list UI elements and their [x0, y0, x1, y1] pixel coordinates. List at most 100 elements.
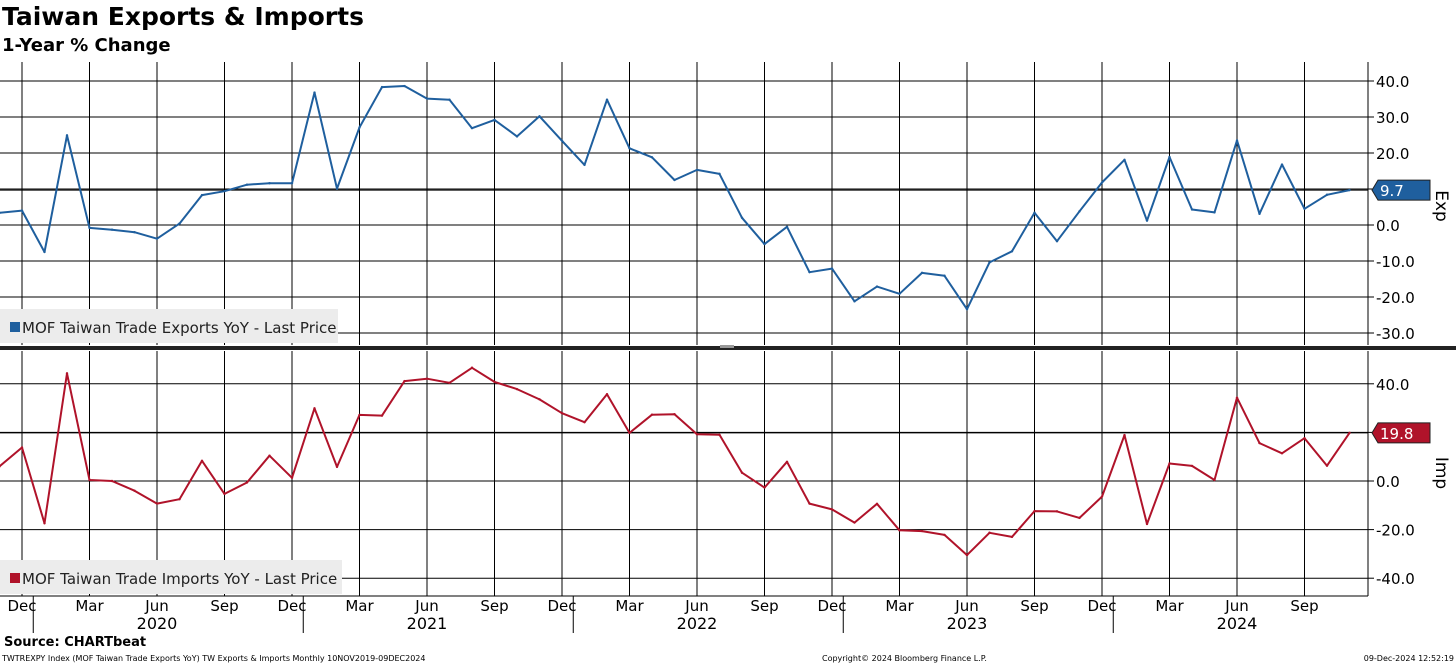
imports-data-point	[988, 531, 991, 534]
exports-data-point	[1348, 188, 1351, 192]
exports-data-point	[1055, 240, 1059, 243]
exports-last-value-label: 9.7	[1380, 182, 1404, 200]
exports-data-point	[1325, 193, 1329, 196]
exports-data-point	[178, 222, 181, 225]
exports-data-point	[673, 178, 676, 182]
exports-data-point	[1145, 219, 1149, 222]
imports-data-point	[1280, 452, 1284, 455]
exports-data-point	[110, 228, 114, 231]
imports-data-point	[1123, 433, 1126, 437]
imports-data-point	[1078, 516, 1081, 520]
panel-splitter-handle	[720, 345, 734, 348]
x-tick-label-month: Jun	[414, 597, 438, 615]
x-tick-label-month: Dec	[7, 597, 36, 615]
x-tick-label-month: Jun	[144, 597, 168, 615]
imports-data-point	[358, 413, 361, 417]
y-tick-label: -20.0	[1376, 522, 1415, 540]
exports-data-point	[875, 285, 879, 288]
x-tick-label-month: Mar	[1155, 597, 1184, 615]
imports-data-point	[808, 502, 811, 505]
exports-legend-swatch	[10, 322, 20, 332]
imports-axis-name: Imp	[1431, 457, 1451, 489]
exports-data-point	[380, 85, 384, 89]
exports-data-point	[1123, 158, 1126, 162]
exports-legend-box	[0, 309, 338, 343]
imports-legend-text: MOF Taiwan Trade Imports YoY - Last Pric…	[22, 570, 337, 588]
imports-data-point	[1213, 478, 1216, 482]
imports-data-point	[1010, 535, 1014, 539]
x-tick-label-month: Dec	[817, 597, 846, 615]
exports-data-point	[1235, 139, 1239, 142]
imports-data-point	[20, 446, 24, 449]
exports-data-point	[965, 308, 969, 311]
y-tick-label: 30.0	[1376, 109, 1409, 127]
exports-data-point	[1100, 181, 1104, 184]
footer-index-info: TWTREXPY Index (MOF Taiwan Trade Exports…	[2, 654, 426, 663]
imports-data-point	[425, 377, 429, 380]
y-tick-label: -20.0	[1376, 289, 1415, 307]
x-tick-label-month: Mar	[345, 597, 374, 615]
imports-data-point	[200, 459, 204, 463]
imports-data-point	[403, 379, 406, 383]
exports-data-point	[313, 91, 316, 94]
imports-data-point	[560, 412, 564, 415]
exports-data-point	[763, 242, 766, 246]
imports-data-point	[1145, 522, 1149, 526]
exports-data-point	[1190, 208, 1194, 211]
imports-legend-swatch	[10, 573, 20, 583]
imports-data-point	[605, 393, 609, 396]
imports-data-point	[1100, 495, 1104, 498]
imports-data-point	[268, 454, 271, 457]
exports-data-point	[0, 211, 1, 214]
exports-data-point	[200, 193, 204, 197]
exports-data-point	[695, 168, 699, 172]
exports-data-point	[1213, 211, 1216, 214]
imports-data-point	[0, 465, 1, 468]
y-tick-label: 40.0	[1376, 73, 1409, 91]
imports-data-point	[335, 465, 339, 469]
exports-data-point	[538, 115, 541, 118]
exports-last-value-tag	[1371, 179, 1431, 201]
x-tick-label-year: 2020	[137, 614, 178, 633]
x-tick-label-month: Sep	[210, 597, 238, 615]
imports-last-value-tag	[1371, 422, 1431, 444]
chart-title: Taiwan Exports & Imports	[2, 2, 364, 31]
exports-data-point	[650, 156, 654, 159]
exports-data-point	[808, 270, 811, 274]
x-tick-label-year: 2021	[407, 614, 448, 633]
imports-data-point	[88, 478, 91, 482]
imports-data-point	[965, 553, 969, 557]
exports-axis-name: Exp	[1431, 190, 1451, 222]
imports-data-point	[650, 413, 654, 416]
imports-data-point	[898, 529, 901, 532]
imports-data-point	[763, 486, 766, 489]
imports-data-point	[740, 471, 744, 474]
exports-data-point	[898, 292, 901, 295]
footer-timestamp: 09-Dec-2024 12:52:19	[1363, 654, 1454, 663]
x-tick-label-year: 2022	[677, 614, 718, 633]
exports-data-point	[943, 274, 946, 277]
exports-data-point	[470, 126, 474, 130]
imports-data-point	[290, 476, 294, 480]
chart-area: 40.0 30.0 20.0 0.0 -10.0 -20.0 -30.0 9.7 Exp MOF …	[0, 62, 1456, 633]
x-tick-label-month: Sep	[750, 597, 778, 615]
x-tick-label-month: Sep	[1020, 597, 1048, 615]
exports-data-point	[65, 134, 69, 137]
y-tick-label: 0.0	[1376, 473, 1400, 491]
exports-data-point	[1303, 207, 1306, 210]
imports-data-point	[313, 407, 316, 410]
exports-data-point	[718, 172, 721, 176]
imports-data-point	[1235, 396, 1239, 399]
exports-data-point	[358, 126, 361, 129]
imports-data-point	[853, 521, 856, 524]
x-tick-label-month: Mar	[885, 597, 914, 615]
x-tick-label-month: Jun	[1224, 597, 1248, 615]
exports-data-point	[88, 226, 91, 230]
imports-data-point	[538, 398, 541, 401]
source-label: Source: CHARTbeat	[4, 635, 147, 650]
exports-data-point	[493, 118, 496, 122]
x-tick-label-month: Sep	[480, 597, 508, 615]
exports-data-point	[1168, 155, 1171, 159]
imports-data-point	[920, 529, 924, 533]
imports-data-point	[470, 366, 474, 369]
